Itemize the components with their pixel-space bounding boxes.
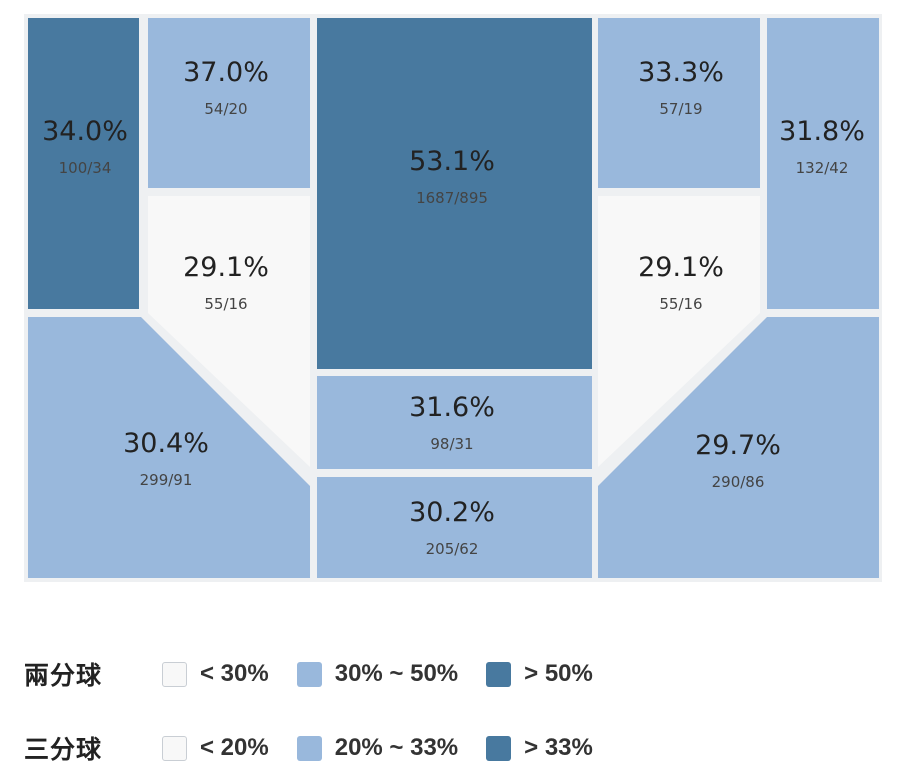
zone-percent-label: 37.0%: [183, 57, 269, 88]
legend-title-two-point: 兩分球: [24, 661, 103, 690]
zone-attempts-label: 55/16: [659, 295, 702, 313]
legend-item: > 50%: [486, 660, 593, 688]
zone-percent-label: 30.4%: [123, 428, 209, 459]
zone-attempts-label: 205/62: [426, 540, 479, 558]
legend-label: > 33%: [524, 734, 593, 761]
swatch-high: [486, 661, 512, 687]
legend-item: 30% ~ 50%: [296, 660, 459, 688]
zone-percent-label: 31.6%: [409, 392, 495, 423]
zone-percent-label: 29.7%: [695, 430, 781, 461]
zone-top-of-key-three: [317, 477, 592, 578]
zone-attempts-label: 100/34: [59, 159, 112, 177]
legend-label: 30% ~ 50%: [334, 660, 459, 687]
swatch-mid: [296, 661, 322, 687]
zone-layer: [28, 18, 879, 578]
zone-percent-label: 29.1%: [183, 252, 269, 283]
zone-paint: [317, 18, 592, 369]
swatch-low: [162, 661, 187, 687]
zone-attempts-label: 54/20: [204, 100, 247, 118]
zone-right-short-corner: [598, 18, 760, 188]
zone-percent-label: 53.1%: [409, 146, 495, 177]
zone-percent-label: 33.3%: [638, 57, 724, 88]
label-layer: 34.0% 100/34 37.0% 54/20 53.1% 1687/895 33.3% 5…: [42, 57, 865, 558]
legend-label: < 30%: [200, 660, 269, 687]
swatch-low: [162, 735, 187, 761]
zone-attempts-label: 1687/895: [416, 189, 488, 207]
zone-attempts-label: 290/86: [712, 473, 765, 491]
zone-attempts-label: 98/31: [430, 435, 473, 453]
legend-two-point: 兩分球 < 30% 30% ~ 50% > 50%: [24, 654, 621, 694]
legend-label: > 50%: [524, 660, 593, 687]
zone-left-elbow: [148, 196, 310, 467]
zone-percent-label: 29.1%: [638, 252, 724, 283]
zone-left-corner-three: [28, 18, 139, 309]
legend-item: < 20%: [162, 734, 269, 762]
zone-percent-label: 30.2%: [409, 497, 495, 528]
zone-right-wing-three: [598, 317, 879, 578]
zone-attempts-label: 55/16: [204, 295, 247, 313]
shot-zone-chart: 34.0% 100/34 37.0% 54/20 53.1% 1687/895 33.3% 5…: [24, 14, 882, 582]
swatch-high: [486, 735, 512, 761]
zone-right-elbow: [598, 196, 760, 467]
legend-item: < 30%: [162, 660, 269, 688]
legend-three-point: 三分球 < 20% 20% ~ 33% > 33%: [24, 728, 621, 768]
zone-left-short-corner: [148, 18, 310, 188]
zone-free-throw-area: [317, 376, 592, 469]
legend-item: > 33%: [486, 734, 593, 762]
zone-left-wing-three: [28, 317, 310, 578]
legend-title-three-point: 三分球: [24, 735, 103, 764]
zone-right-corner-three: [767, 18, 879, 309]
legend-item: 20% ~ 33%: [296, 734, 459, 762]
legend-label: 20% ~ 33%: [334, 734, 459, 761]
zone-attempts-label: 299/91: [140, 471, 193, 489]
zone-attempts-label: 57/19: [659, 100, 702, 118]
legend-label: < 20%: [200, 734, 269, 761]
zone-percent-label: 34.0%: [42, 116, 128, 147]
swatch-mid: [296, 735, 322, 761]
zone-percent-label: 31.8%: [779, 116, 865, 147]
zone-attempts-label: 132/42: [796, 159, 849, 177]
